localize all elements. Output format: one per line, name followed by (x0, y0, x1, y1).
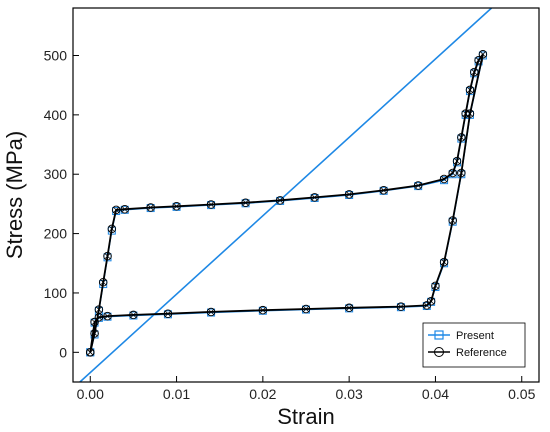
data-point-reference (258, 305, 268, 315)
data-point-reference (90, 329, 99, 338)
data-point-reference (301, 304, 311, 314)
data-point-reference (103, 311, 112, 321)
y-tick-label: 400 (44, 107, 68, 123)
data-point-reference (146, 203, 155, 212)
data-point-reference (206, 200, 216, 209)
data-point-reference (478, 50, 488, 59)
x-axis-ticks: 0.00 0.01 0.02 0.03 0.04 0.05 (77, 376, 536, 402)
y-tick-label: 500 (44, 47, 68, 63)
data-point-reference (452, 156, 462, 166)
y-tick-label: 100 (44, 285, 68, 301)
y-tick-label: 200 (44, 226, 68, 242)
data-point-reference (206, 307, 216, 317)
data-point-reference (129, 310, 138, 320)
legend-present-marker (434, 330, 444, 340)
data-point-reference (90, 317, 99, 327)
data-point-reference (98, 278, 108, 287)
data-point-reference (474, 55, 483, 65)
series-line-reference (89, 53, 484, 353)
legend-reference-label: Reference (456, 347, 507, 359)
data-point-reference (448, 216, 457, 225)
plot-area (73, 8, 539, 382)
y-tick-label: 300 (44, 166, 68, 182)
x-tick-label: 0.01 (163, 386, 190, 402)
y-axis-title: Stress (MPa) (2, 131, 27, 259)
x-tick-label: 0.04 (422, 386, 449, 402)
data-point-reference (413, 181, 423, 190)
data-point-reference (275, 196, 285, 205)
data-point-reference (344, 190, 354, 199)
data-point-reference (103, 251, 112, 261)
data-point-reference (163, 309, 173, 318)
x-tick-label: 0.02 (249, 386, 276, 402)
series-reference (86, 50, 488, 357)
data-point-reference (431, 281, 440, 291)
data-point-reference (344, 303, 354, 313)
data-point-reference (241, 198, 250, 207)
data-point-reference (111, 205, 121, 215)
series-layer (79, 8, 493, 382)
legend-present-label: Present (456, 330, 494, 342)
data-point-reference (461, 109, 470, 118)
data-point-reference (172, 202, 181, 211)
data-point-reference (439, 257, 449, 267)
data-point-reference (465, 109, 475, 118)
data-point-reference (120, 204, 130, 214)
data-point-reference (379, 186, 388, 195)
data-point-reference (448, 168, 457, 178)
x-tick-label: 0.03 (336, 386, 363, 402)
data-point-reference (470, 67, 479, 77)
data-point-reference (107, 224, 117, 234)
data-point-reference (86, 348, 95, 357)
legend: Present Reference (422, 322, 526, 368)
legend-box (422, 322, 526, 368)
y-axis-ticks: 0 100 200 300 400 500 (44, 47, 79, 360)
x-tick-label: 0.05 (508, 386, 535, 402)
x-axis-title: Strain (277, 404, 334, 429)
data-point-reference (396, 302, 406, 311)
elastic-reference-line (79, 8, 493, 382)
data-point-reference (457, 168, 466, 178)
data-point-reference (457, 133, 466, 142)
data-point-reference (310, 193, 319, 202)
y-tick-label: 0 (59, 344, 67, 360)
data-point-reference (439, 174, 449, 184)
legend-reference-marker (434, 347, 444, 357)
data-point-reference (422, 301, 432, 310)
data-point-reference (465, 85, 475, 95)
plot-frame (72, 7, 540, 383)
x-tick-label: 0.00 (77, 386, 104, 402)
